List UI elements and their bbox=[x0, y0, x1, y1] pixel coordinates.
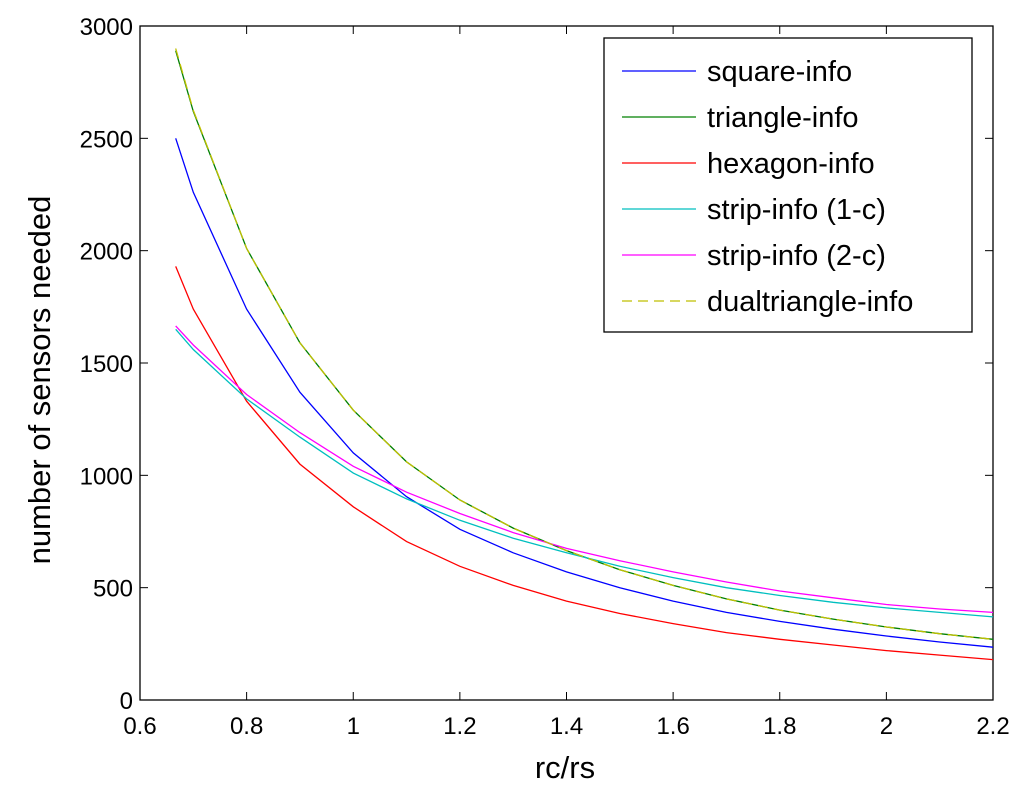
legend-label: dualtriangle-info bbox=[707, 286, 913, 318]
x-tick-label: 1 bbox=[347, 713, 360, 740]
series-layer bbox=[175, 48, 994, 661]
legend-label: strip-info (1-c) bbox=[707, 194, 886, 226]
y-tick-label: 0 bbox=[120, 688, 133, 715]
x-tick-label: 1.2 bbox=[443, 713, 476, 740]
x-axis: 0.6 0.8 1 1.2 1.4 1.6 1.8 2 2.2 bbox=[123, 26, 1010, 740]
x-tick-label: 1.8 bbox=[763, 713, 796, 740]
series-line-square-info bbox=[175, 138, 994, 648]
legend-box bbox=[603, 37, 973, 333]
y-tick-label: 2000 bbox=[80, 239, 133, 266]
y-axis: 0 500 1000 1500 2000 2500 3000 bbox=[80, 14, 993, 715]
series-line-dualtriangle-info bbox=[175, 48, 994, 640]
y-axis-label: number of sensors needed bbox=[22, 196, 57, 565]
x-tick-label: 2.2 bbox=[976, 713, 1009, 740]
series-line-hexagon-info bbox=[175, 266, 994, 661]
legend-label: hexagon-info bbox=[707, 148, 875, 180]
x-tick-label: 2 bbox=[880, 713, 893, 740]
y-tick-label: 2500 bbox=[80, 126, 133, 153]
y-tick-label: 500 bbox=[93, 576, 133, 603]
x-tick-label: 0.8 bbox=[230, 713, 263, 740]
y-tick-label: 1500 bbox=[80, 351, 133, 378]
series-line-strip-info-1-c bbox=[175, 328, 994, 618]
legend-label: triangle-info bbox=[707, 102, 859, 134]
legend-label: square-info bbox=[707, 56, 852, 88]
x-tick-label: 0.6 bbox=[123, 713, 156, 740]
x-tick-label: 1.6 bbox=[656, 713, 689, 740]
y-tick-label: 1000 bbox=[80, 463, 133, 490]
series-line-strip-info-2-c bbox=[175, 325, 994, 614]
legend-label: strip-info (2-c) bbox=[707, 240, 886, 272]
legend: square-info triangle-info hexagon-info stri… bbox=[603, 37, 973, 333]
x-axis-label: rc/rs bbox=[535, 750, 595, 785]
x-tick-label: 1.4 bbox=[550, 713, 583, 740]
y-tick-label: 3000 bbox=[80, 14, 133, 41]
